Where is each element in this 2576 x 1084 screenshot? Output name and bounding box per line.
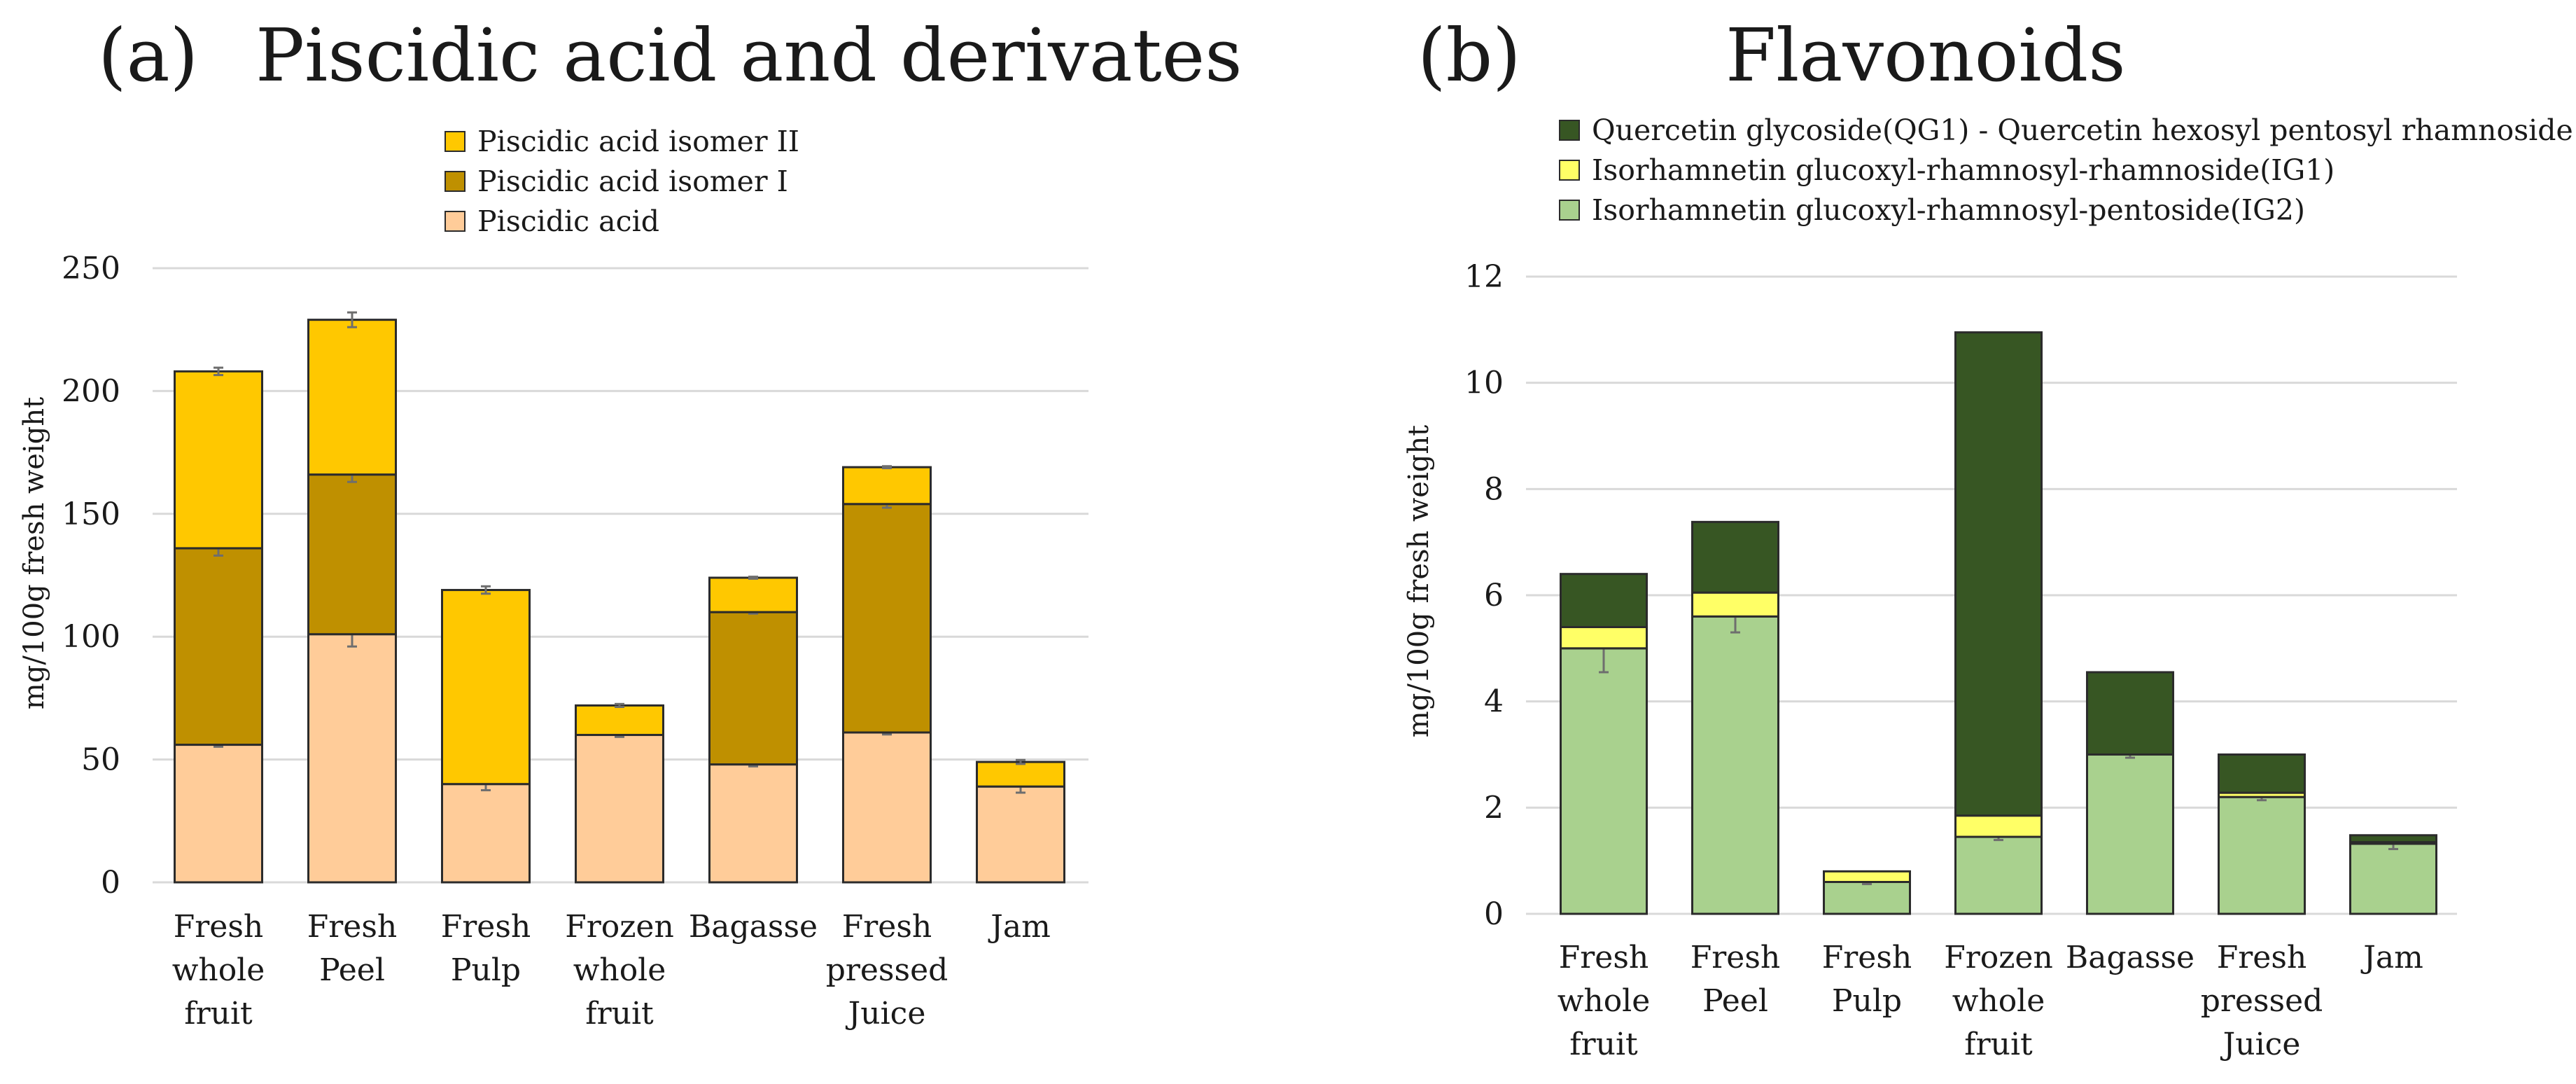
error-bar-a-s2-c0 [214, 366, 223, 377]
y-tick-label-a-250: 250 [62, 251, 120, 286]
panel-a-y-axis-label: mg/100g fresh weight [18, 397, 50, 709]
y-tick-label-a-150: 150 [62, 496, 120, 532]
bar-b-s0-c0 [1560, 647, 1648, 915]
legend-swatch-b-1 [1559, 160, 1580, 181]
bar-a-s0-c3 [575, 734, 664, 884]
legend-swatch-a-2 [444, 211, 465, 232]
y-tick-label-b-2: 2 [1484, 790, 1504, 826]
x-category-label-a-0: Fresh whole fruit [172, 909, 265, 1031]
legend-item-b-2: Isorhamnetin glucoxyl-rhamnosyl-pentosid… [1559, 193, 2305, 227]
legend-item-a-2: Piscidic acid [444, 204, 659, 238]
bar-a-s1-c0 [174, 547, 263, 746]
y-tick-label-a-200: 200 [62, 373, 120, 409]
y-tick-label-b-8: 8 [1484, 471, 1504, 507]
bar-a-s2-c6 [976, 760, 1065, 788]
bar-a-s2-c3 [575, 704, 664, 737]
legend-label-a-1: Piscidic acid isomer I [477, 165, 788, 198]
error-bar-a-s2-c3 [615, 702, 624, 709]
y-tick-label-b-10: 10 [1464, 366, 1504, 401]
error-bar-a-s2-c1 [347, 311, 357, 328]
bar-b-s2-c0 [1560, 573, 1648, 629]
x-category-label-a-3: Frozen whole fruit [565, 909, 674, 1031]
bar-b-s2-c5 [2218, 753, 2306, 794]
y-tick-label-b-6: 6 [1484, 578, 1504, 613]
bar-a-s1-c4 [708, 611, 798, 766]
bar-a-s0-c0 [174, 744, 263, 884]
y-tick-label-a-50: 50 [81, 742, 120, 778]
legend-label-b-0: Quercetin glycoside(QG1) - Quercetin hex… [1592, 113, 2573, 147]
x-category-label-b-0: Fresh whole fruit [1558, 940, 1651, 1062]
x-category-label-a-5: Fresh pressed Juice [826, 909, 948, 1031]
x-category-label-b-3: Frozen whole fruit [1944, 940, 2053, 1062]
bar-b-s0-c2 [1823, 881, 1911, 915]
legend-label-a-2: Piscidic acid [477, 204, 659, 238]
bar-b-s0-c3 [1954, 835, 2043, 915]
panel-a-letter: (a) [98, 13, 198, 98]
x-category-label-b-4: Bagasse [2066, 940, 2194, 975]
legend-item-a-1: Piscidic acid isomer I [444, 165, 788, 198]
bar-b-s2-c3 [1954, 331, 2043, 817]
y-tick-label-b-0: 0 [1484, 896, 1504, 932]
x-category-label-b-6: Jam [2360, 940, 2423, 975]
bar-b-s2-c4 [2086, 671, 2174, 756]
legend-item-a-0: Piscidic acid isomer II [444, 125, 799, 158]
bar-b-s1-c0 [1560, 626, 1648, 650]
legend-item-b-1: Isorhamnetin glucoxyl-rhamnosyl-rhamnosi… [1559, 153, 2334, 187]
bar-a-s2-c0 [174, 370, 263, 550]
legend-swatch-b-0 [1559, 120, 1580, 141]
legend-label-a-0: Piscidic acid isomer II [477, 125, 799, 158]
bar-b-s1-c3 [1954, 814, 2043, 838]
panel-b-title: Flavonoids [1726, 13, 2126, 98]
error-bar-a-s2-c5 [882, 465, 892, 470]
bar-b-s0-c1 [1691, 615, 1779, 915]
bar-b-s1-c1 [1691, 591, 1779, 618]
x-category-label-a-1: Fresh Peel [307, 909, 398, 988]
legend-swatch-a-1 [444, 171, 465, 192]
bar-b-s1-c2 [1823, 870, 1911, 884]
bar-b-s0-c5 [2218, 795, 2306, 915]
bar-b-s0-c6 [2349, 842, 2437, 915]
x-category-label-a-2: Fresh Pulp [441, 909, 531, 988]
bar-b-s2-c6 [2349, 834, 2437, 844]
bar-a-s2-c4 [708, 576, 798, 613]
error-bar-a-s2-c6 [1016, 758, 1026, 765]
legend-label-b-1: Isorhamnetin glucoxyl-rhamnosyl-rhamnosi… [1592, 153, 2334, 187]
error-bar-a-s2-c4 [748, 576, 758, 580]
bar-b-s2-c1 [1691, 520, 1779, 594]
bar-a-s0-c6 [976, 785, 1065, 884]
bar-a-s2-c1 [307, 319, 397, 476]
panel-b-chart: (b) Flavonoids mg/100g fresh weight 0 2 4 6… [1403, 13, 2573, 1062]
panel-b-letter: (b) [1418, 13, 1521, 98]
bar-a-s2-c5 [842, 466, 932, 506]
bar-a-s1-c1 [307, 473, 397, 636]
bar-a-s0-c1 [307, 633, 397, 884]
x-category-label-a-6: Jam [988, 909, 1051, 945]
x-category-label-a-4: Bagasse [689, 909, 818, 945]
bar-a-s0-c4 [708, 763, 798, 884]
legend-label-b-2: Isorhamnetin glucoxyl-rhamnosyl-pentosid… [1592, 193, 2305, 227]
y-tick-label-a-0: 0 [101, 865, 120, 901]
bar-a-s2-c2 [441, 589, 531, 786]
panel-a-chart: (a) Piscidic acid and derivates mg/100g … [18, 13, 1242, 1031]
bar-b-s0-c4 [2086, 753, 2174, 915]
y-tick-label-b-12: 12 [1464, 259, 1504, 295]
error-bar-a-s2-c2 [481, 585, 491, 595]
x-category-label-b-5: Fresh pressed Juice [2201, 940, 2323, 1062]
bar-a-s0-c2 [441, 783, 531, 884]
legend-swatch-a-0 [444, 131, 465, 152]
panel-b-y-axis-label: mg/100g fresh weight [1403, 425, 1435, 737]
x-category-label-b-1: Fresh Peel [1690, 940, 1781, 1019]
y-tick-label-b-4: 4 [1484, 684, 1504, 720]
y-tick-label-a-100: 100 [62, 619, 120, 655]
x-category-label-b-2: Fresh Pulp [1822, 940, 1912, 1019]
bar-a-s0-c5 [842, 731, 932, 884]
legend-item-b-0: Quercetin glycoside(QG1) - Quercetin hex… [1559, 113, 2573, 147]
panel-a-title: Piscidic acid and derivates [255, 13, 1242, 98]
bar-a-s1-c5 [842, 503, 932, 734]
legend-swatch-b-2 [1559, 200, 1580, 221]
